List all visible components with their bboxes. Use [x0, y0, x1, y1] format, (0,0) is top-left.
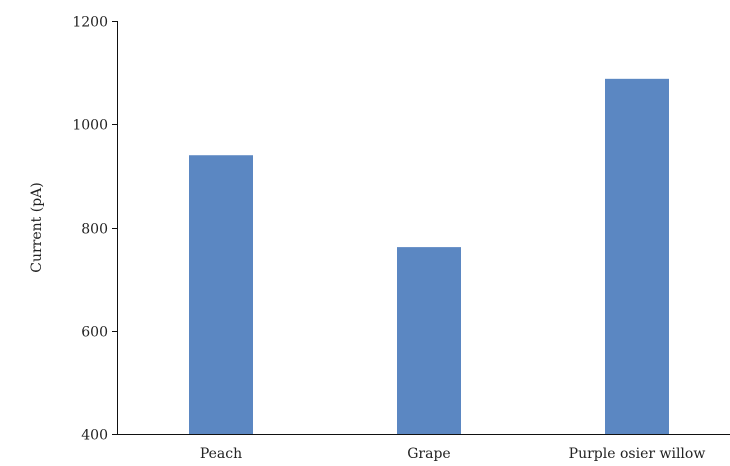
y-axis-title: Current (pA) [29, 182, 45, 273]
y-axis-ticks: 400 600 800 1000 1200 [72, 15, 117, 444]
bar-grape [397, 247, 461, 434]
y-tick-label: 600 [81, 325, 108, 341]
y-tick-label: 1200 [72, 15, 108, 31]
x-axis-labels: Peach Grape Purple osier willow [200, 446, 705, 462]
x-category-label: Purple osier willow [569, 446, 706, 462]
y-tick-label: 400 [81, 428, 108, 444]
x-category-label: Peach [200, 446, 242, 462]
y-tick-label: 800 [81, 222, 108, 238]
y-tick-label: 1000 [72, 118, 108, 134]
bar-peach [189, 155, 253, 434]
bar-purple-osier-willow [605, 78, 669, 434]
x-category-label: Grape [407, 446, 450, 462]
bars [189, 78, 669, 434]
